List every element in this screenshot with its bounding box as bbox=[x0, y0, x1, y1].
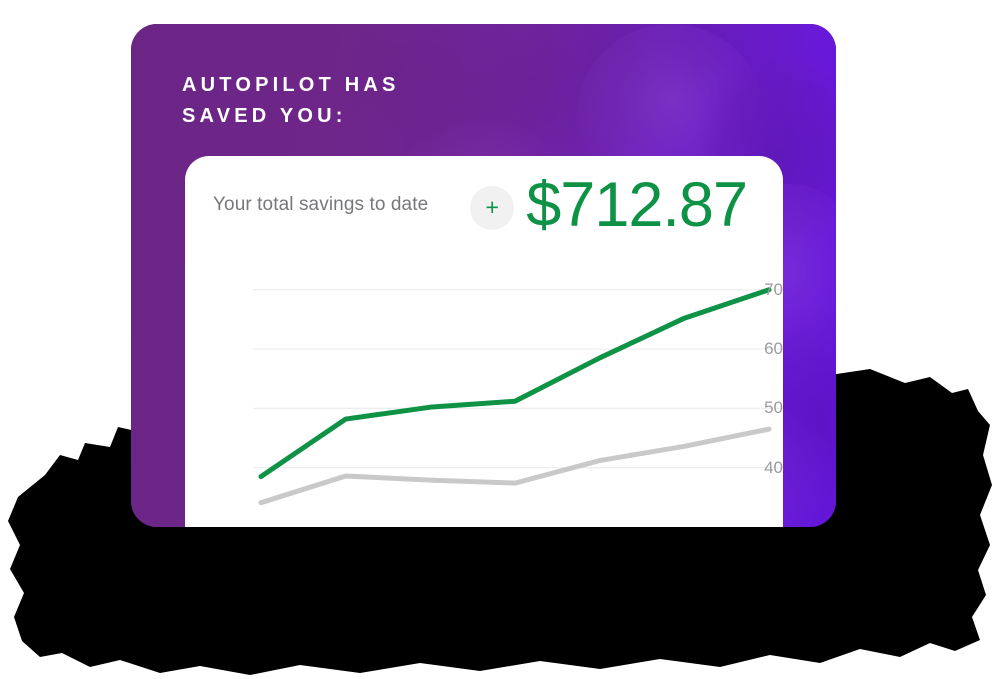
plus-icon: + bbox=[470, 185, 515, 230]
savings-chart: 70 60 50 40 bbox=[185, 266, 783, 527]
savings-amount-group: + $712.87 bbox=[470, 170, 748, 240]
savings-label: Your total savings to date bbox=[213, 194, 429, 215]
panel-header: Your total savings to date + $712.87 bbox=[185, 156, 783, 266]
y-axis-tick: 50 bbox=[764, 398, 783, 418]
chart-line-savings-baseline bbox=[258, 426, 772, 506]
chart-line-savings-with-autopilot bbox=[258, 287, 772, 480]
y-axis-tick: 70 bbox=[764, 279, 783, 299]
savings-panel: Your total savings to date + $712.87 70 6… bbox=[185, 156, 783, 527]
page-title: Autopilot has saved you: bbox=[182, 74, 400, 127]
chart-series bbox=[258, 287, 772, 506]
chart-plot bbox=[253, 287, 783, 506]
y-axis-tick: 40 bbox=[764, 457, 783, 477]
y-axis-tick: 60 bbox=[764, 339, 783, 359]
savings-amount: $712.87 bbox=[526, 170, 748, 240]
